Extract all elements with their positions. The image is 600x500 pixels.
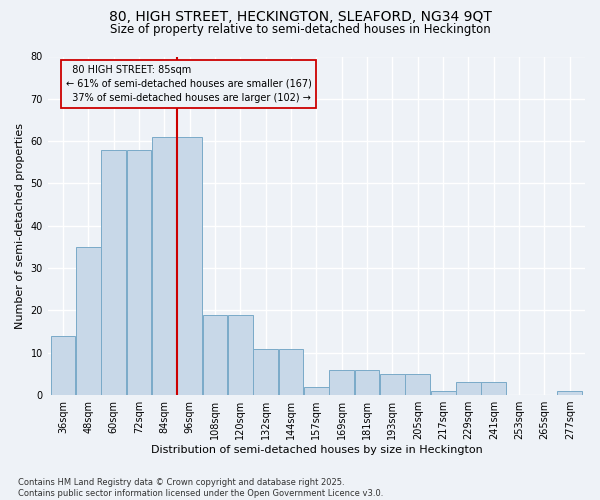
Bar	[177, 137, 202, 395]
Y-axis label: Number of semi-detached properties: Number of semi-detached properties	[15, 123, 25, 329]
Bar	[557, 391, 582, 395]
Bar	[304, 386, 329, 395]
Bar	[278, 348, 304, 395]
Bar	[329, 370, 354, 395]
Bar	[101, 150, 126, 395]
Bar	[127, 150, 151, 395]
Bar	[203, 314, 227, 395]
Bar	[152, 137, 177, 395]
Text: Contains HM Land Registry data © Crown copyright and database right 2025.
Contai: Contains HM Land Registry data © Crown c…	[18, 478, 383, 498]
Bar	[380, 374, 405, 395]
Bar	[253, 348, 278, 395]
Bar	[50, 336, 76, 395]
X-axis label: Distribution of semi-detached houses by size in Heckington: Distribution of semi-detached houses by …	[151, 445, 482, 455]
Bar	[406, 374, 430, 395]
Text: 80, HIGH STREET, HECKINGTON, SLEAFORD, NG34 9QT: 80, HIGH STREET, HECKINGTON, SLEAFORD, N…	[109, 10, 491, 24]
Bar	[456, 382, 481, 395]
Bar	[355, 370, 379, 395]
Text: Size of property relative to semi-detached houses in Heckington: Size of property relative to semi-detach…	[110, 22, 490, 36]
Text: 80 HIGH STREET: 85sqm
← 61% of semi-detached houses are smaller (167)
  37% of s: 80 HIGH STREET: 85sqm ← 61% of semi-deta…	[65, 65, 311, 103]
Bar	[431, 391, 455, 395]
Bar	[228, 314, 253, 395]
Bar	[76, 247, 101, 395]
Bar	[481, 382, 506, 395]
